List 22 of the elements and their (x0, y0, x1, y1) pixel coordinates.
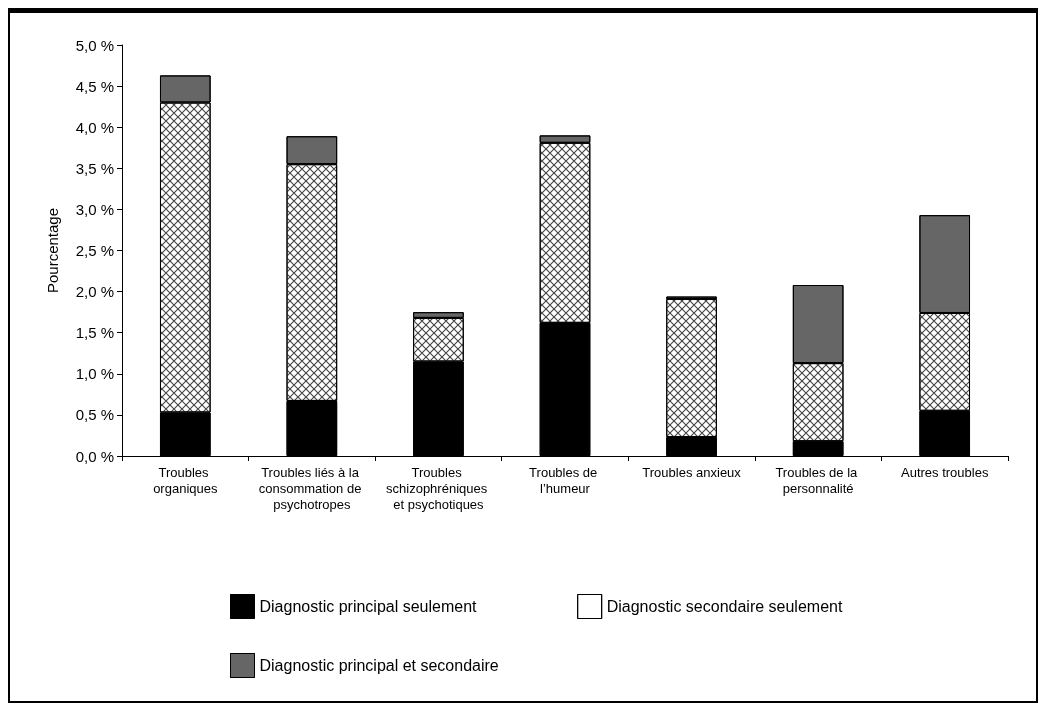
legend-label: Diagnostic secondaire seulement (606, 598, 910, 615)
legend-label: Diagnostic principal seulement (259, 598, 544, 615)
y-tick-label: 5,0 % (75, 36, 114, 54)
x-tick-label: Troubles organiques (153, 464, 218, 496)
y-tick-label: 4,0 % (75, 118, 114, 136)
legend-label: Diagnostic principal et secondaire (259, 657, 566, 674)
x-tick-label: Autres troubles (901, 464, 989, 480)
y-tick-label: 4,5 % (75, 77, 114, 95)
y-tick-label: 0,5 % (75, 406, 114, 424)
y-tick-label: 2,5 % (75, 242, 114, 259)
x-tick-label: Troubles liés à la consommation de psychotropes (258, 464, 365, 512)
y-tick-label: 0,0 % (75, 447, 114, 465)
y-tick-label: 2,0 % (75, 283, 114, 301)
x-tick-label: Troubles de la personnalité (775, 464, 861, 496)
x-tick-label: Troubles anxieux (642, 464, 742, 480)
y-tick-label: 3,0 % (75, 200, 114, 218)
y-axis-title: Pourcentage (44, 207, 61, 294)
y-tick-label: 1,0 % (75, 365, 114, 383)
x-tick-label: Troubles de l’humeur (529, 464, 601, 496)
y-tick-label: 1,5 % (75, 324, 114, 342)
y-tick-label: 3,5 % (75, 159, 114, 177)
x-tick-label: Troubles schizophréniques et psychotiques (386, 464, 491, 512)
